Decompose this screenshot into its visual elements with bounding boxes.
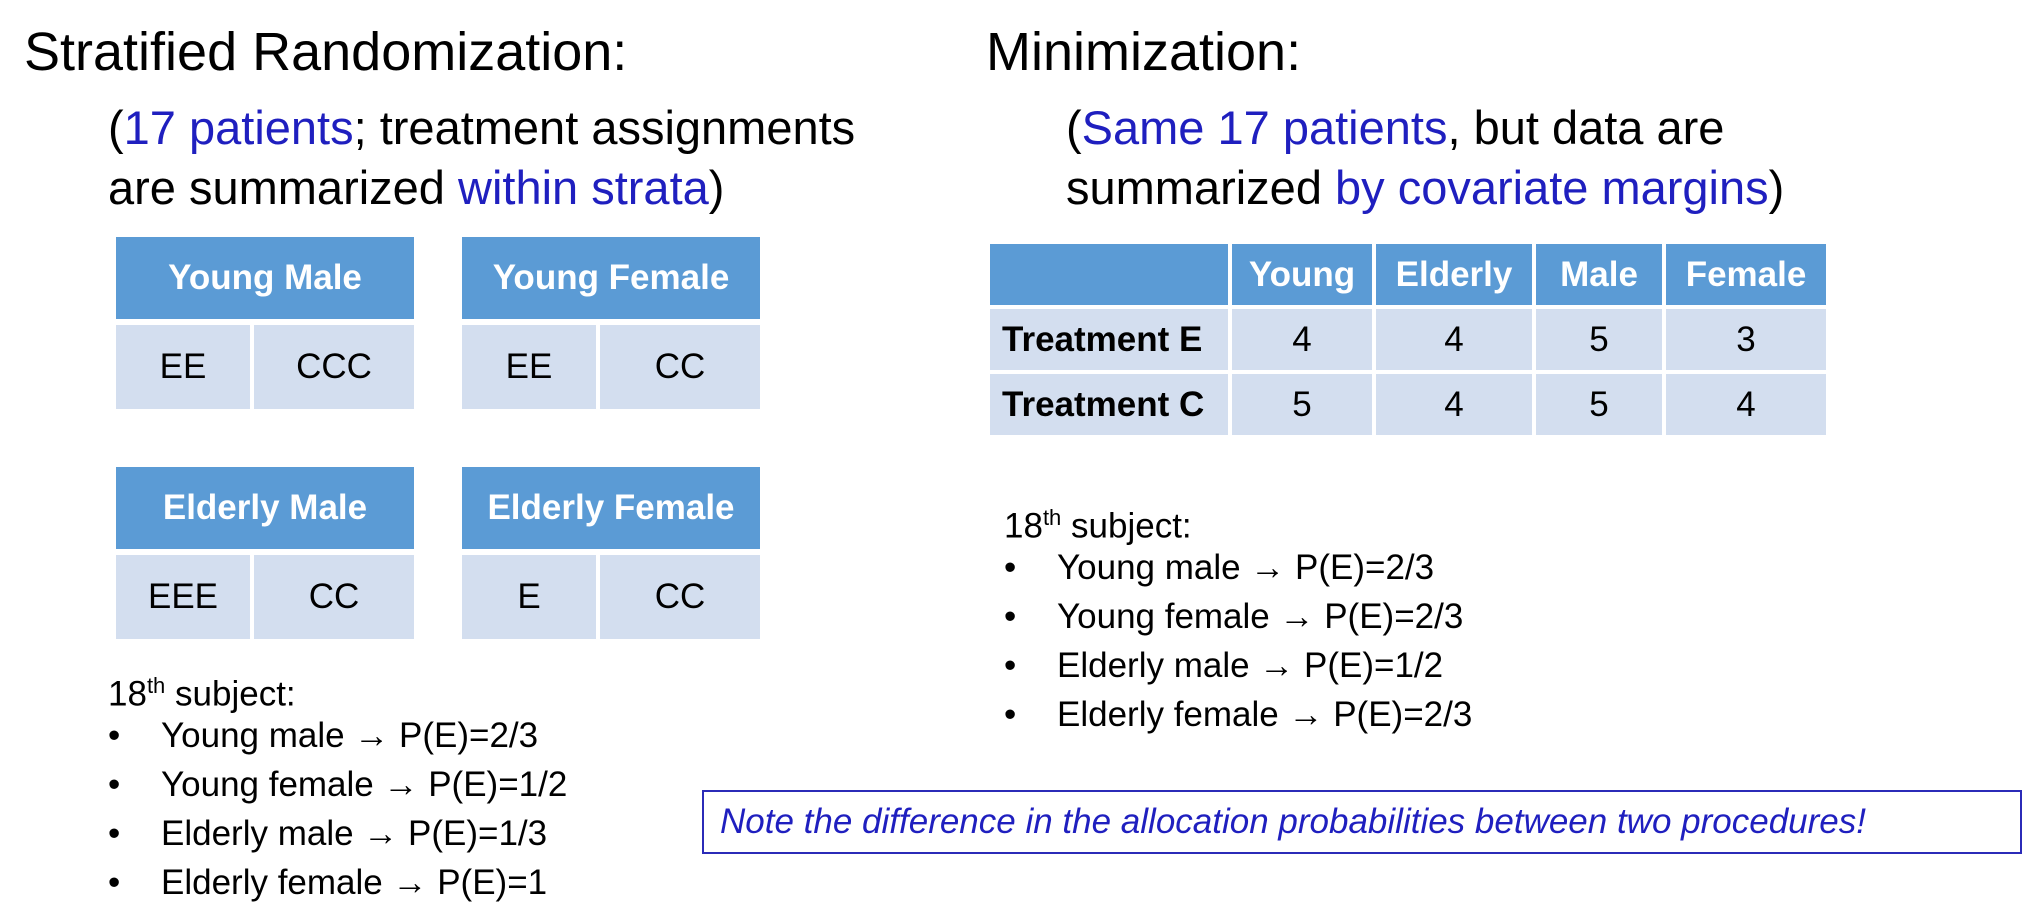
subtitle-text: summarized [1066,161,1336,214]
list-item-text: Elderly female → P(E)=2/3 [1057,695,1473,734]
table-cell: 4 [1666,374,1826,435]
stratum-header: Young Female [462,237,760,319]
paren-open: ( [108,101,124,154]
highlight-patients: 17 patients [123,101,354,154]
table-cell: 3 [1666,309,1826,370]
stratum-young-male: Young Male EE CCC [116,237,414,409]
table-cell: 4 [1376,309,1532,370]
minimization-subject-heading: 18th subject: [1004,496,1192,549]
table-header-row: Young Elderly Male Female [990,244,1826,305]
list-item: • Young female → P(E)=1/2 [108,760,567,809]
stratum-c-cell: CC [254,555,414,639]
stratum-header: Young Male [116,237,414,319]
stratified-subtitle-line1: (17 patients; treatment assignments [108,98,855,158]
minimization-subtitle-line1: (Same 17 patients, but data are [1066,98,1724,158]
list-item: • Young male → P(E)=2/3 [108,711,567,760]
stratum-elderly-male: Elderly Male EEE CC [116,467,414,639]
paren-open: ( [1066,101,1082,154]
stratum-e-cell: EEE [116,555,250,639]
bullet-icon: • [108,765,121,804]
subject-ordinal: th [1042,505,1062,530]
list-item: • Young female → P(E)=2/3 [1004,592,1472,641]
subject-label: subject: [165,674,296,714]
list-item-text: Young female → P(E)=2/3 [1057,597,1464,636]
table-header-corner [990,244,1228,305]
subject-number: 18 [108,674,147,714]
minimization-subtitle-line2: summarized by covariate margins) [1066,158,1784,218]
table-row-label: Treatment E [990,309,1228,370]
table-header-cell: Female [1666,244,1826,305]
stratified-title: Stratified Randomization: [24,22,628,82]
table-cell: 5 [1232,374,1372,435]
stratum-c-cell: CC [600,325,760,409]
bullet-icon: • [1004,695,1017,734]
stratum-header: Elderly Male [116,467,414,549]
minimization-table: Young Elderly Male Female Treatment E 4 … [986,240,1830,439]
stratum-elderly-female: Elderly Female E CC [462,467,760,639]
stratified-probability-list: • Young male → P(E)=2/3 • Young female → P… [108,711,567,907]
subtitle-text: are summarized [108,161,458,214]
subject-number: 18 [1004,506,1043,546]
list-item: • Elderly female → P(E)=1 [108,858,567,907]
minimization-title: Minimization: [986,22,1302,82]
table-cell: 5 [1536,374,1662,435]
bullet-icon: • [108,814,121,853]
table-cell: 5 [1536,309,1662,370]
stratum-e-cell: E [462,555,596,639]
subtitle-text: , but data are [1447,101,1725,154]
list-item: • Elderly female → P(E)=2/3 [1004,690,1472,739]
table-row: Treatment C 5 4 5 4 [990,374,1826,435]
highlight-same-patients: Same 17 patients [1081,101,1448,154]
paren-close: ) [708,161,725,214]
table-cell: 4 [1232,309,1372,370]
minimization-probability-list: • Young male → P(E)=2/3 • Young female → P… [1004,543,1472,739]
subject-label: subject: [1061,506,1192,546]
bullet-icon: • [108,716,121,755]
table-header-cell: Young [1232,244,1372,305]
bullet-icon: • [1004,548,1017,587]
list-item-text: Young female → P(E)=1/2 [161,765,568,804]
stratum-header: Elderly Female [462,467,760,549]
stratum-c-cell: CC [600,555,760,639]
table-header-cell: Male [1536,244,1662,305]
stratified-subject-heading: 18th subject: [108,664,296,717]
subject-ordinal: th [146,673,166,698]
list-item-text: Young male → P(E)=2/3 [161,716,539,755]
stratum-young-female: Young Female EE CC [462,237,760,409]
table-row: Treatment E 4 4 5 3 [990,309,1826,370]
highlight-covariate-margins: by covariate margins [1335,161,1769,214]
bullet-icon: • [108,863,121,902]
bullet-icon: • [1004,646,1017,685]
stratified-subtitle-line2: are summarized within strata) [108,158,724,218]
stratum-e-cell: EE [116,325,250,409]
table-header-cell: Elderly [1376,244,1532,305]
stratum-e-cell: EE [462,325,596,409]
note-box: Note the difference in the allocation pr… [702,790,2022,854]
table-row-label: Treatment C [990,374,1228,435]
list-item-text: Elderly male → P(E)=1/2 [1057,646,1444,685]
paren-close: ) [1768,161,1785,214]
highlight-within-strata: within strata [458,161,709,214]
list-item-text: Elderly male → P(E)=1/3 [161,814,548,853]
list-item-text: Young male → P(E)=2/3 [1057,548,1435,587]
list-item-text: Elderly female → P(E)=1 [161,863,548,902]
bullet-icon: • [1004,597,1017,636]
subtitle-text: ; treatment assignments [353,101,856,154]
list-item: • Young male → P(E)=2/3 [1004,543,1472,592]
list-item: • Elderly male → P(E)=1/3 [108,809,567,858]
stratum-c-cell: CCC [254,325,414,409]
list-item: • Elderly male → P(E)=1/2 [1004,641,1472,690]
table-cell: 4 [1376,374,1532,435]
